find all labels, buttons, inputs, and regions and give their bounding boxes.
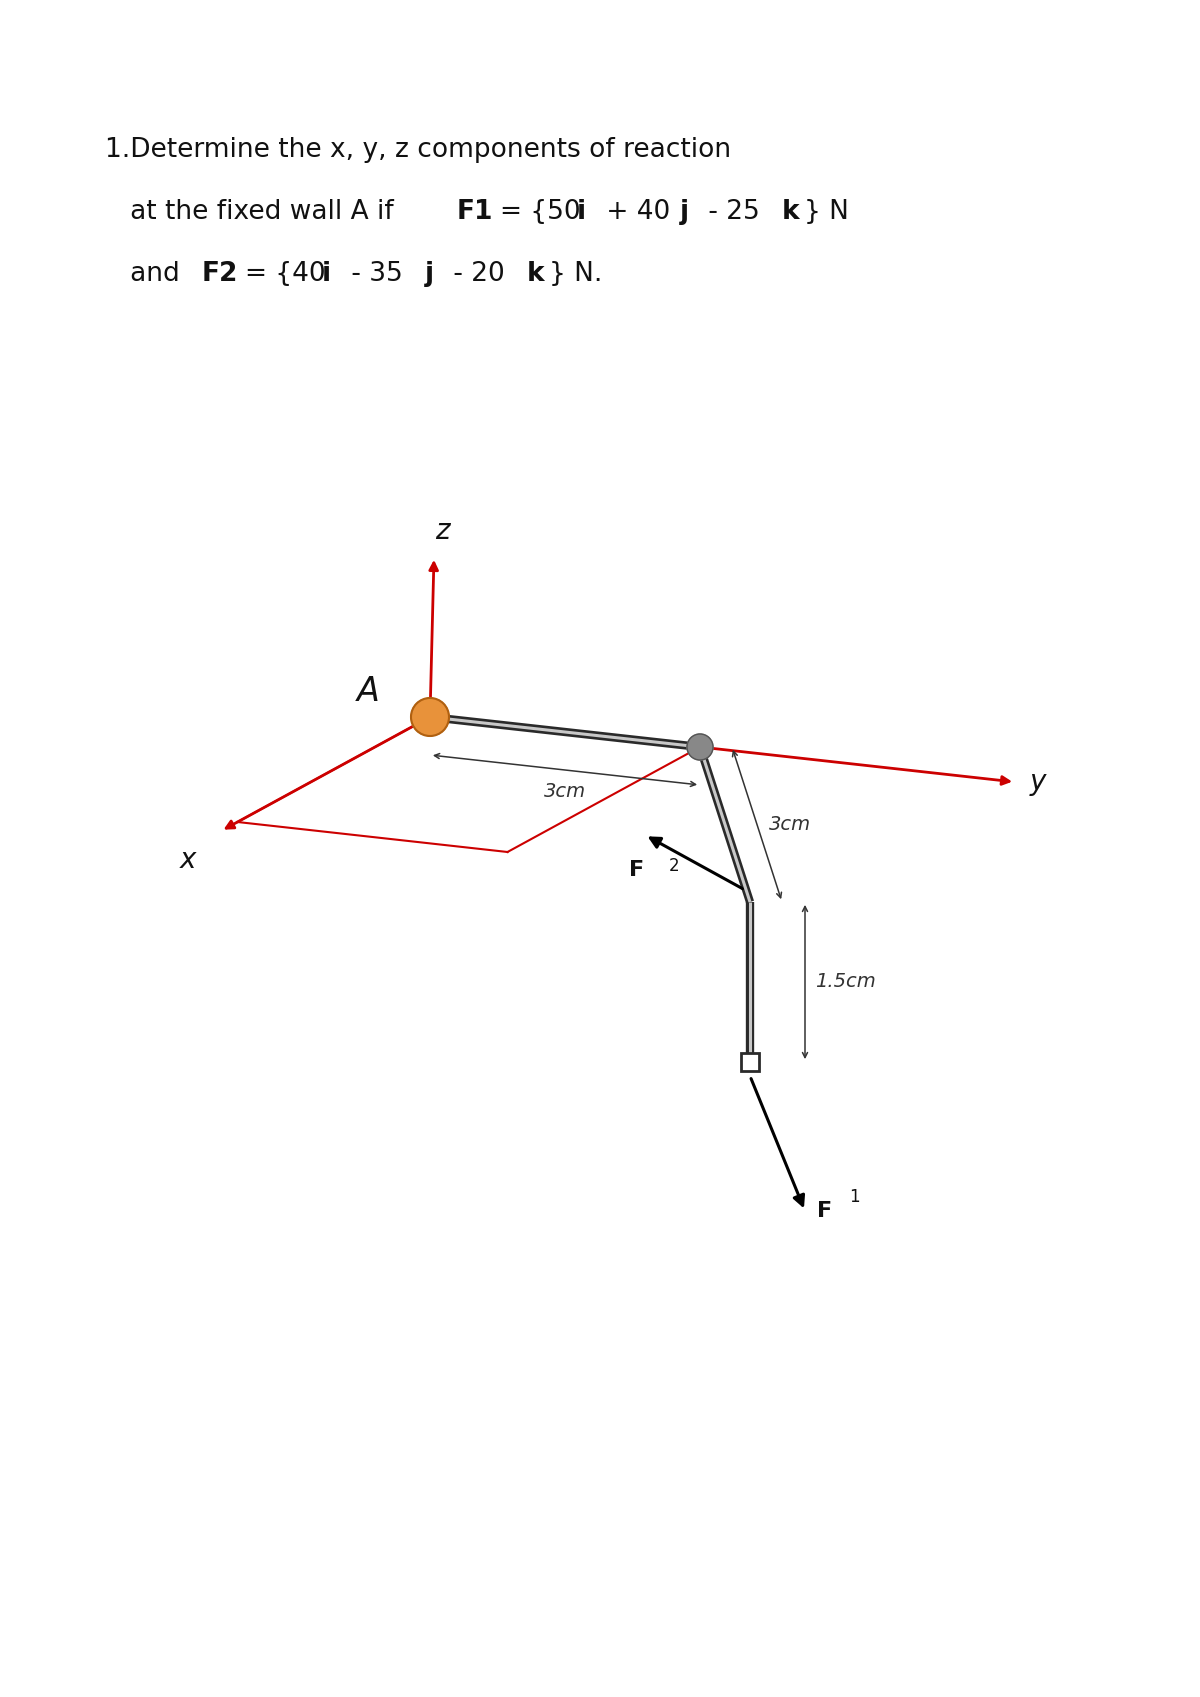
Text: i: i [322,261,331,287]
Text: k: k [527,261,545,287]
Text: - 20: - 20 [445,261,505,287]
Text: } N: } N [804,199,848,226]
Bar [742,1054,760,1071]
Text: - 25: - 25 [700,199,760,226]
Text: 2: 2 [670,857,679,876]
Text: - 35: - 35 [343,261,403,287]
Text: j: j [425,261,434,287]
Text: = {40: = {40 [245,261,325,287]
Text: + 40: + 40 [598,199,671,226]
Text: z: z [434,518,449,545]
Text: F2: F2 [202,261,239,287]
Text: 1.5cm: 1.5cm [815,972,876,991]
Text: } N.: } N. [550,261,602,287]
Text: k: k [782,199,799,226]
Text: 3cm: 3cm [544,782,586,801]
Text: j: j [680,199,689,226]
Text: F: F [630,860,644,881]
Text: i: i [577,199,586,226]
Text: 1.Determine the x, y, z components of reaction: 1.Determine the x, y, z components of re… [106,137,731,163]
Text: and: and [106,261,188,287]
Text: = {50: = {50 [500,199,581,226]
Circle shape [686,735,713,760]
Text: 1: 1 [850,1188,859,1207]
Circle shape [410,697,449,736]
Text: 3cm: 3cm [769,815,811,833]
Text: x: x [180,847,196,874]
Text: A: A [356,675,379,709]
Text: y: y [1030,769,1046,796]
Text: F1: F1 [457,199,493,226]
Text: at the fixed wall A if: at the fixed wall A if [106,199,402,226]
Text: F: F [817,1201,832,1222]
